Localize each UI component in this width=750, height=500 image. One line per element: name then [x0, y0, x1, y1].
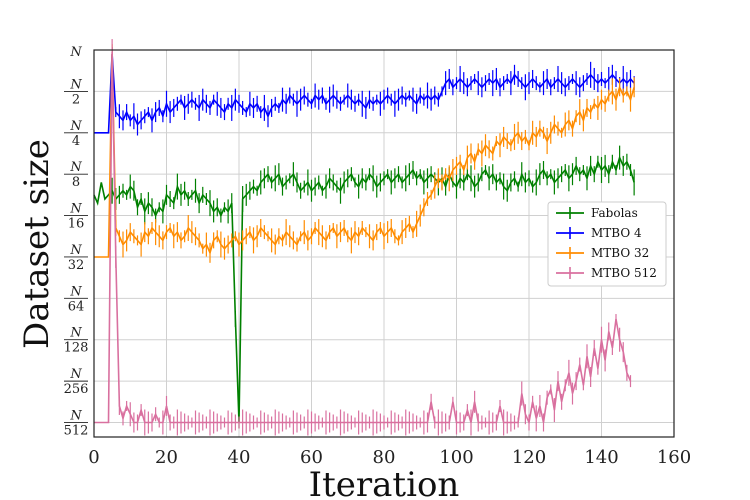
y-tick-numerator: N [69, 160, 82, 175]
series-layer [93, 39, 635, 436]
y-tick-numerator: N [69, 284, 82, 299]
y-tick-label: N [69, 45, 82, 60]
legend-entry: MTBO 4 [591, 226, 642, 240]
y-tick-numerator: N [69, 326, 82, 341]
y-tick-numerator: N [69, 202, 82, 217]
y-tick-denominator: 8 [72, 175, 80, 190]
y-tick-denominator: 4 [72, 134, 80, 149]
legend: Fabolas MTBO 4 MTBO 32 MTBO 512 [547, 201, 667, 287]
series-mtbo-32 [94, 44, 635, 263]
x-tick-label: 160 [657, 447, 691, 468]
y-tick-denominator: 128 [64, 341, 89, 356]
y-tick-denominator: 2 [72, 92, 80, 107]
x-tick-label: 0 [88, 447, 99, 468]
x-tick-labels: 0 20 40 60 80 100 120 140 160 [88, 447, 691, 468]
series-mtbo-512 [94, 39, 632, 436]
x-tick-label: 140 [584, 447, 618, 468]
x-axis-title: Iteration [309, 465, 460, 500]
legend-box [547, 201, 667, 287]
y-tick-numerator: N [69, 119, 82, 134]
x-tick-label: 100 [439, 447, 473, 468]
x-tick-label: 60 [300, 447, 323, 468]
series-mtbo-4 [94, 47, 635, 136]
y-tick-denominator: 16 [68, 217, 85, 232]
plot-frame [93, 49, 675, 438]
x-tick-label: 80 [373, 447, 396, 468]
x-tick-label: 120 [512, 447, 546, 468]
series-fabolas [93, 145, 635, 429]
y-tick-denominator: 32 [68, 258, 85, 273]
x-tick-label: 20 [155, 447, 178, 468]
legend-entry: Fabolas [591, 206, 638, 220]
y-tick-denominator: 256 [64, 382, 89, 397]
legend-entry: MTBO 512 [591, 266, 657, 280]
y-tick-numerator: N [69, 77, 82, 92]
legend-entry: MTBO 32 [591, 246, 649, 260]
y-tick-numerator: N [69, 409, 82, 424]
y-axis-title: Dataset size [17, 139, 57, 349]
y-tick-denominator: 64 [68, 299, 85, 314]
y-tick-numerator: N [69, 243, 82, 258]
y-tick-denominator: 512 [64, 424, 89, 439]
x-tick-label: 40 [228, 447, 251, 468]
y-tick-numerator: N [69, 367, 82, 382]
